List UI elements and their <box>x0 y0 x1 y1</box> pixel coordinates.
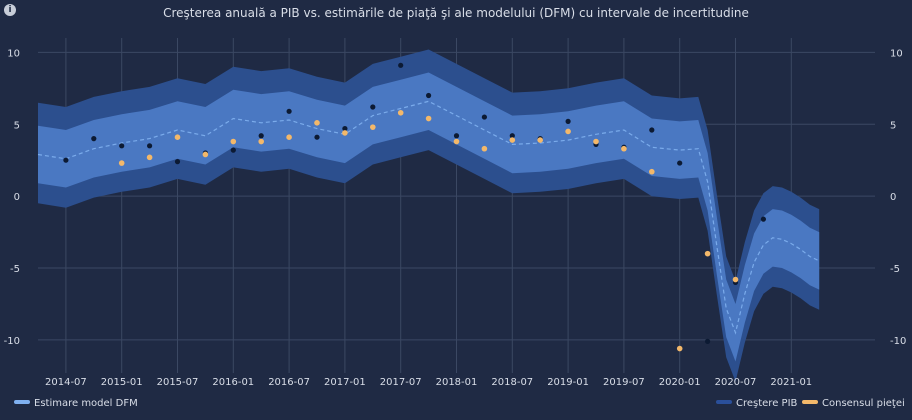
market-consensus-point <box>286 134 292 141</box>
gdp-growth-point <box>509 133 515 139</box>
market-consensus-point <box>565 128 571 135</box>
dfm-estimate-line <box>37 100 820 335</box>
market-consensus-point <box>202 151 209 158</box>
gdp-growth-point <box>258 133 264 139</box>
x-tick-label: 2020-07 <box>715 377 757 388</box>
gdp-growth-point <box>705 338 711 344</box>
market-consensus-point <box>425 115 432 122</box>
y-tick-label-right: 5 <box>890 120 896 131</box>
gdp-growth-point <box>481 114 487 120</box>
x-tick-label: 2014-07 <box>45 377 87 388</box>
x-tick-label: 2017-01 <box>324 377 366 388</box>
axis-labels: 10 10 5 5 0 0 -5 -5 -10 -10 2014-07 2015-01 2015-07 2… <box>4 48 907 388</box>
gdp-growth-point <box>314 134 320 140</box>
market-consensus-point <box>481 145 488 152</box>
data-points <box>63 62 767 352</box>
gdp-growth-point <box>398 62 404 68</box>
market-consensus-point <box>453 138 460 145</box>
x-tick-label: 2016-01 <box>212 377 254 388</box>
y-tick-label-left: 10 <box>7 48 20 59</box>
y-tick-label-right: 10 <box>890 48 903 59</box>
gdp-growth-point <box>760 216 767 222</box>
market-consensus-point <box>704 250 711 257</box>
gdp-growth-point <box>649 127 655 133</box>
legend-consensus-label: Consensul pieţei <box>822 398 905 409</box>
market-consensus-point <box>258 138 265 145</box>
market-consensus-point <box>370 124 376 130</box>
market-consensus-point <box>230 138 237 145</box>
gdp-growth-point <box>91 136 97 142</box>
gdp-growth-point <box>426 92 432 99</box>
x-tick-label: 2019-07 <box>603 377 645 388</box>
y-tick-label-right: -5 <box>890 264 900 275</box>
gdp-growth-point <box>286 108 292 114</box>
info-icon[interactable]: i <box>4 4 16 16</box>
x-tick-label: 2017-07 <box>380 377 422 388</box>
y-tick-label-left: -5 <box>10 264 20 275</box>
gdp-growth-point <box>565 118 571 124</box>
y-tick-label-right: 0 <box>890 192 896 203</box>
market-consensus-point <box>621 145 627 152</box>
market-consensus-point <box>342 130 348 136</box>
market-consensus-point <box>509 137 516 143</box>
market-consensus-point <box>118 160 125 166</box>
gdp-growth-point <box>230 147 236 153</box>
x-tick-label: 2015-07 <box>157 377 199 388</box>
legend-dfm-label: Estimare model DFM <box>34 398 138 409</box>
legend-gdp-label: Creştere PIB <box>736 398 798 409</box>
x-tick-label: 2018-01 <box>436 377 478 388</box>
market-consensus-point <box>676 345 683 352</box>
market-consensus-point <box>397 109 404 116</box>
y-tick-label-left: 5 <box>14 120 20 131</box>
market-consensus-point <box>593 138 599 145</box>
gdp-growth-point <box>342 125 348 132</box>
gdp-growth-point <box>677 160 683 166</box>
x-tick-label: 2020-01 <box>659 377 701 388</box>
gdp-growth-point <box>119 143 125 149</box>
gdp-growth-point <box>63 157 69 163</box>
market-consensus-point <box>146 154 153 161</box>
chart-title: Creşterea anuală a PIB vs. estimările de… <box>163 6 749 20</box>
x-tick-label: 2021-01 <box>770 377 812 388</box>
legend: Estimare model DFM Creştere PIB Consensul … <box>14 398 905 409</box>
market-consensus-point <box>537 137 543 143</box>
x-tick-label: 2018-07 <box>491 377 533 388</box>
x-tick-label: 2016-07 <box>268 377 310 388</box>
y-tick-label-left: 0 <box>14 192 20 203</box>
dfm-line <box>37 100 820 335</box>
x-tick-label: 2019-01 <box>547 377 589 388</box>
market-consensus-point <box>649 168 655 175</box>
uncertainty-bands <box>38 49 820 382</box>
gdp-growth-point <box>370 104 376 110</box>
x-tick-label: 2015-01 <box>101 377 143 388</box>
market-consensus-point <box>732 276 739 283</box>
y-tick-label-left: -10 <box>4 336 20 347</box>
market-consensus-point <box>314 120 320 126</box>
gdp-growth-point <box>453 133 460 139</box>
market-consensus-point <box>174 134 181 141</box>
y-tick-label-right: -10 <box>890 336 906 347</box>
gdp-growth-point <box>174 159 181 165</box>
gdp-growth-point <box>147 143 153 149</box>
